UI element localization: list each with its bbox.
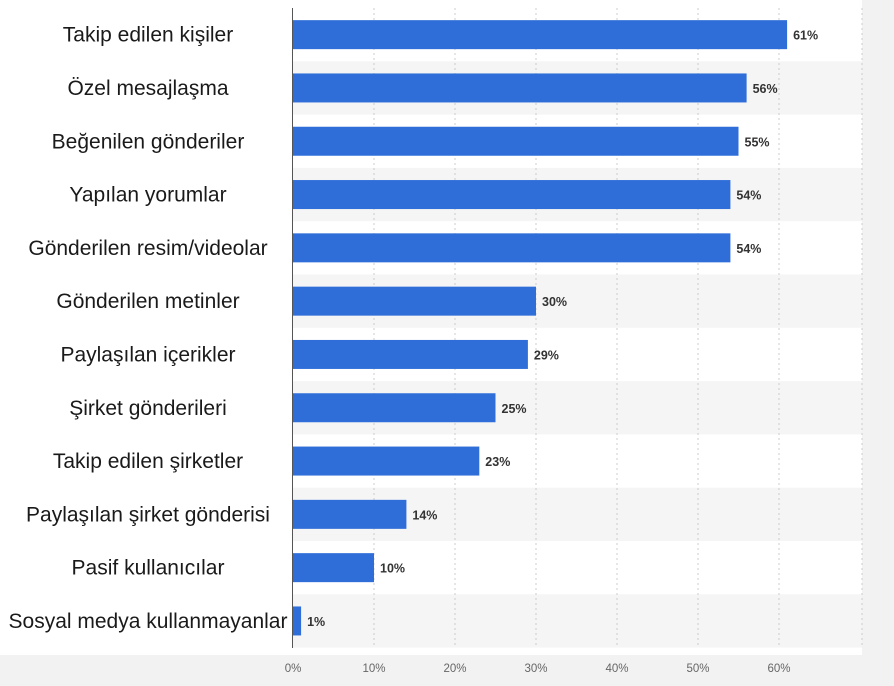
value-label: 54% [736,242,761,256]
bar [293,393,496,423]
bar [293,286,536,316]
bar [293,126,739,156]
x-tick-label: 60% [767,663,790,675]
category-label: Yapılan yorumlar [69,184,226,207]
x-axis-ticks: 0% 10% 20% 30% 40% 50% 60% [285,663,791,675]
label-panel [0,0,292,655]
bar [293,499,407,529]
category-label: Gönderilen metinler [56,290,239,313]
x-tick-label: 50% [686,663,709,675]
value-label: 23% [485,455,510,469]
value-label: 10% [380,562,405,576]
category-label: Özel mesajlaşma [67,77,228,100]
grid-lines [373,8,863,648]
category-label: Şirket gönderileri [69,397,227,420]
category-label: Beğenilen gönderiler [52,130,245,153]
bar [293,446,480,476]
category-label: Paylaşılan içerikler [60,343,235,366]
value-label: 55% [745,135,770,149]
bar [293,233,731,263]
bars [293,20,788,636]
value-label: 25% [502,402,527,416]
x-tick-label: 0% [285,663,302,675]
value-label: 61% [793,29,818,43]
bar [293,73,747,103]
row-stripe [293,594,862,648]
value-label: 14% [412,508,437,522]
value-label: 29% [534,348,559,362]
category-label: Pasif kullanıcılar [72,557,225,580]
category-label: Paylaşılan şirket gönderisi [26,503,270,526]
bar [293,180,731,210]
category-label: Takip edilen şirketler [53,450,243,473]
category-labels: Takip edilen kişiler Özel mesajlaşma Beğen… [9,24,288,633]
value-labels: 61% 56% 55% 54% 54% 30% 29% 25% 23% 14% 10% 1% [307,29,818,629]
x-tick-label: 30% [524,663,547,675]
bar [293,339,528,369]
x-tick-label: 10% [362,663,385,675]
value-label: 30% [542,295,567,309]
value-label: 54% [736,189,761,203]
value-label: 1% [307,615,325,629]
category-label: Sosyal medya kullanmayanlar [9,610,288,633]
bar [293,553,374,583]
x-tick-label: 40% [605,663,628,675]
x-tick-label: 20% [443,663,466,675]
category-label: Gönderilen resim/videolar [28,237,267,260]
category-label: Takip edilen kişiler [63,24,233,47]
bar [293,20,788,50]
bar [293,606,302,636]
value-label: 56% [753,82,778,96]
